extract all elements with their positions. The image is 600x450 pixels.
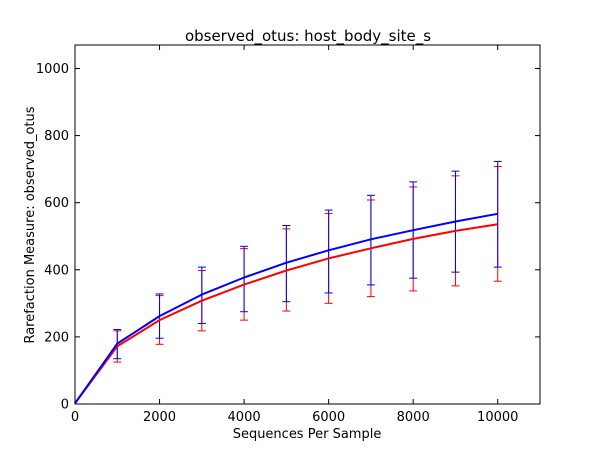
y-axis-label: Rarefaction Measure: observed_otus xyxy=(23,106,38,343)
y-tick-label: 200 xyxy=(44,330,69,345)
x-tick-label: 10000 xyxy=(477,410,518,425)
series-line-0 xyxy=(74,223,498,404)
x-axis-label: Sequences Per Sample xyxy=(233,427,382,442)
y-tick-label: 1000 xyxy=(36,62,69,77)
x-tick-label: 0 xyxy=(71,410,79,425)
y-tick-label: 800 xyxy=(44,129,69,144)
x-tick-label: 2000 xyxy=(143,410,176,425)
series-line-1 xyxy=(74,212,498,404)
x-tick-label: 6000 xyxy=(312,410,345,425)
tick-layer: 0 2000 4000 6000 8000 10000 0 200 400 600 800 1000 xyxy=(36,45,540,425)
plot-frame xyxy=(74,44,541,405)
x-tick-label: 8000 xyxy=(397,410,430,425)
y-tick-label: 600 xyxy=(44,196,69,211)
line-layer xyxy=(74,212,498,404)
x-tick-label: 4000 xyxy=(228,410,261,425)
y-tick-label: 400 xyxy=(44,263,69,278)
chart-title: observed_otus: host_body_site_s xyxy=(185,27,431,46)
y-tick-label: 0 xyxy=(61,398,69,413)
